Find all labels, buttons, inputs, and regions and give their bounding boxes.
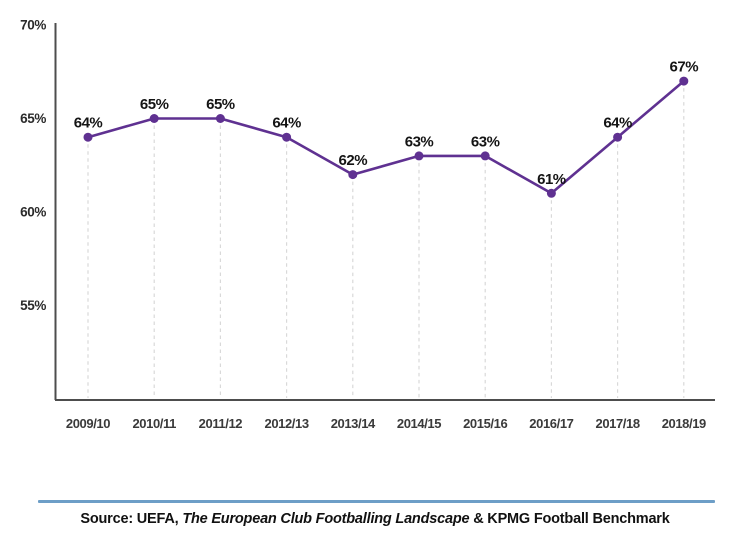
data-point-label: 63% [405,133,434,150]
data-point-label: 64% [74,115,103,132]
data-point-label: 67% [670,59,699,76]
source-caption-title: The European Club Footballing Landscape [182,511,470,527]
line-chart-figure: 70% 65% 60% 55% 2009/10 2010/11 2011/12 2012/13… [20,18,715,431]
data-point [282,132,292,142]
y-axis-tick-label: 65% [20,111,46,126]
data-point [149,114,159,123]
data-point [414,151,424,161]
data-point-label: 65% [140,96,169,113]
x-axis-tick-label: 2013/14 [331,416,376,431]
x-axis-tick-label: 2018/19 [662,416,706,431]
data-point [679,76,689,86]
data-point-label: 64% [603,115,632,132]
data-point [83,132,93,142]
y-axis-tick-label: 55% [20,298,46,313]
data-point [480,151,490,161]
data-point-label: 65% [206,96,235,113]
x-axis-tick-label: 2011/12 [199,416,243,431]
chart-svg: 70% 65% 60% 55% 2009/10 2010/11 2011/12 2012/13… [20,18,715,431]
data-point [215,114,225,123]
footer-divider-line [38,500,715,503]
x-axis-tick-label: 2016/17 [529,416,573,431]
series-line [86,79,686,195]
data-point-label: 63% [471,133,500,150]
source-caption-prefix: Source: UEFA, [80,511,183,527]
y-axis-tick-label: 70% [20,18,46,33]
x-axis-tick-label: 2012/13 [264,416,308,431]
x-axis-tick-label: 2015/16 [463,416,507,431]
data-point [613,132,623,142]
data-point-label: 64% [272,115,301,132]
x-axis-tick-label: 2009/10 [66,416,110,431]
x-axis-tick-label: 2017/18 [595,416,639,431]
y-axis-tick-label: 60% [20,205,46,220]
source-caption: Source: UEFA, The European Club Football… [0,511,750,527]
data-point-label: 61% [537,171,566,188]
data-point-label: 62% [339,152,368,169]
data-point [348,170,358,180]
x-axis-tick-label: 2014/15 [397,416,441,431]
data-point [546,188,556,198]
x-axis-tick-label: 2010/11 [132,416,176,431]
source-caption-suffix: & KPMG Football Benchmark [469,511,670,527]
